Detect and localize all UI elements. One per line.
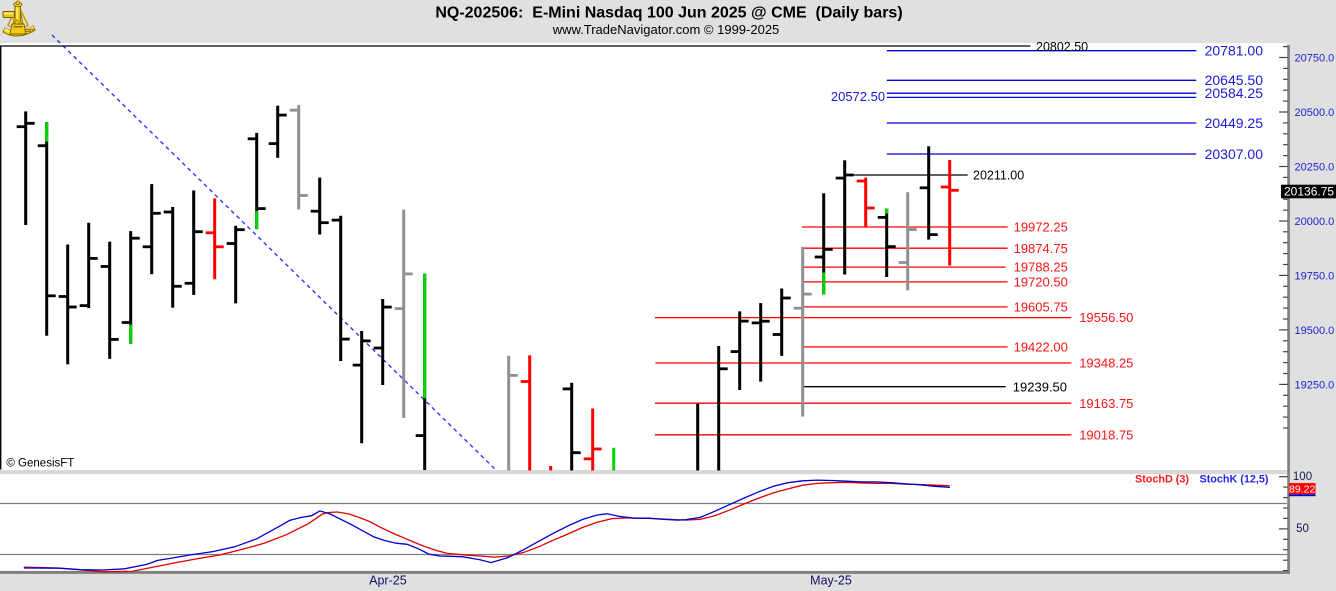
svg-text:19163.75: 19163.75	[1079, 396, 1133, 411]
svg-text:20211.00: 20211.00	[973, 168, 1024, 182]
svg-text:NQ-202506: E-Mini Nasdaq 100: NQ-202506: E-Mini Nasdaq 100 Jun 2025 @ …	[435, 5, 902, 22]
svg-text:19250.0: 19250.0	[1295, 379, 1335, 391]
svg-text:89.22: 89.22	[1289, 483, 1315, 495]
svg-text:20250.0: 20250.0	[1295, 162, 1335, 174]
svg-text:19874.75: 19874.75	[1014, 241, 1068, 256]
svg-text:20000.0: 20000.0	[1295, 216, 1335, 228]
svg-text:20572.50: 20572.50	[831, 89, 885, 104]
svg-text:StochK (12,5): StochK (12,5)	[1200, 474, 1269, 486]
svg-text:19500.0: 19500.0	[1295, 325, 1335, 337]
svg-text:StochD (3): StochD (3)	[1135, 474, 1189, 486]
svg-text:50: 50	[1296, 523, 1309, 535]
svg-text:20136.75: 20136.75	[1284, 185, 1334, 199]
svg-text:19972.25: 19972.25	[1014, 220, 1068, 235]
svg-text:19018.75: 19018.75	[1079, 427, 1133, 442]
svg-text:www.TradeNavigator.com © 1999-: www.TradeNavigator.com © 1999-2025	[552, 22, 780, 37]
svg-text:© GenesisFT: © GenesisFT	[6, 458, 74, 470]
svg-text:Apr-25: Apr-25	[369, 574, 407, 588]
svg-text:20645.50: 20645.50	[1205, 72, 1264, 88]
svg-text:20781.00: 20781.00	[1205, 43, 1264, 59]
svg-text:May-25: May-25	[810, 574, 852, 588]
svg-text:20500.0: 20500.0	[1295, 107, 1335, 119]
svg-text:19422.00: 19422.00	[1014, 339, 1068, 354]
svg-text:20802.50: 20802.50	[1036, 40, 1088, 54]
svg-text:19348.25: 19348.25	[1079, 356, 1133, 371]
svg-text:20584.25: 20584.25	[1205, 85, 1264, 101]
svg-text:20449.25: 20449.25	[1205, 115, 1264, 131]
svg-text:100: 100	[1293, 471, 1312, 483]
svg-text:20307.00: 20307.00	[1205, 146, 1264, 162]
svg-text:19788.25: 19788.25	[1014, 260, 1068, 275]
svg-text:19720.50: 19720.50	[1014, 274, 1068, 289]
svg-text:19239.50: 19239.50	[1013, 379, 1067, 394]
svg-text:19556.50: 19556.50	[1079, 310, 1133, 325]
svg-text:19750.0: 19750.0	[1295, 270, 1335, 282]
svg-text:20750.0: 20750.0	[1295, 53, 1335, 65]
svg-text:19605.75: 19605.75	[1014, 299, 1068, 314]
